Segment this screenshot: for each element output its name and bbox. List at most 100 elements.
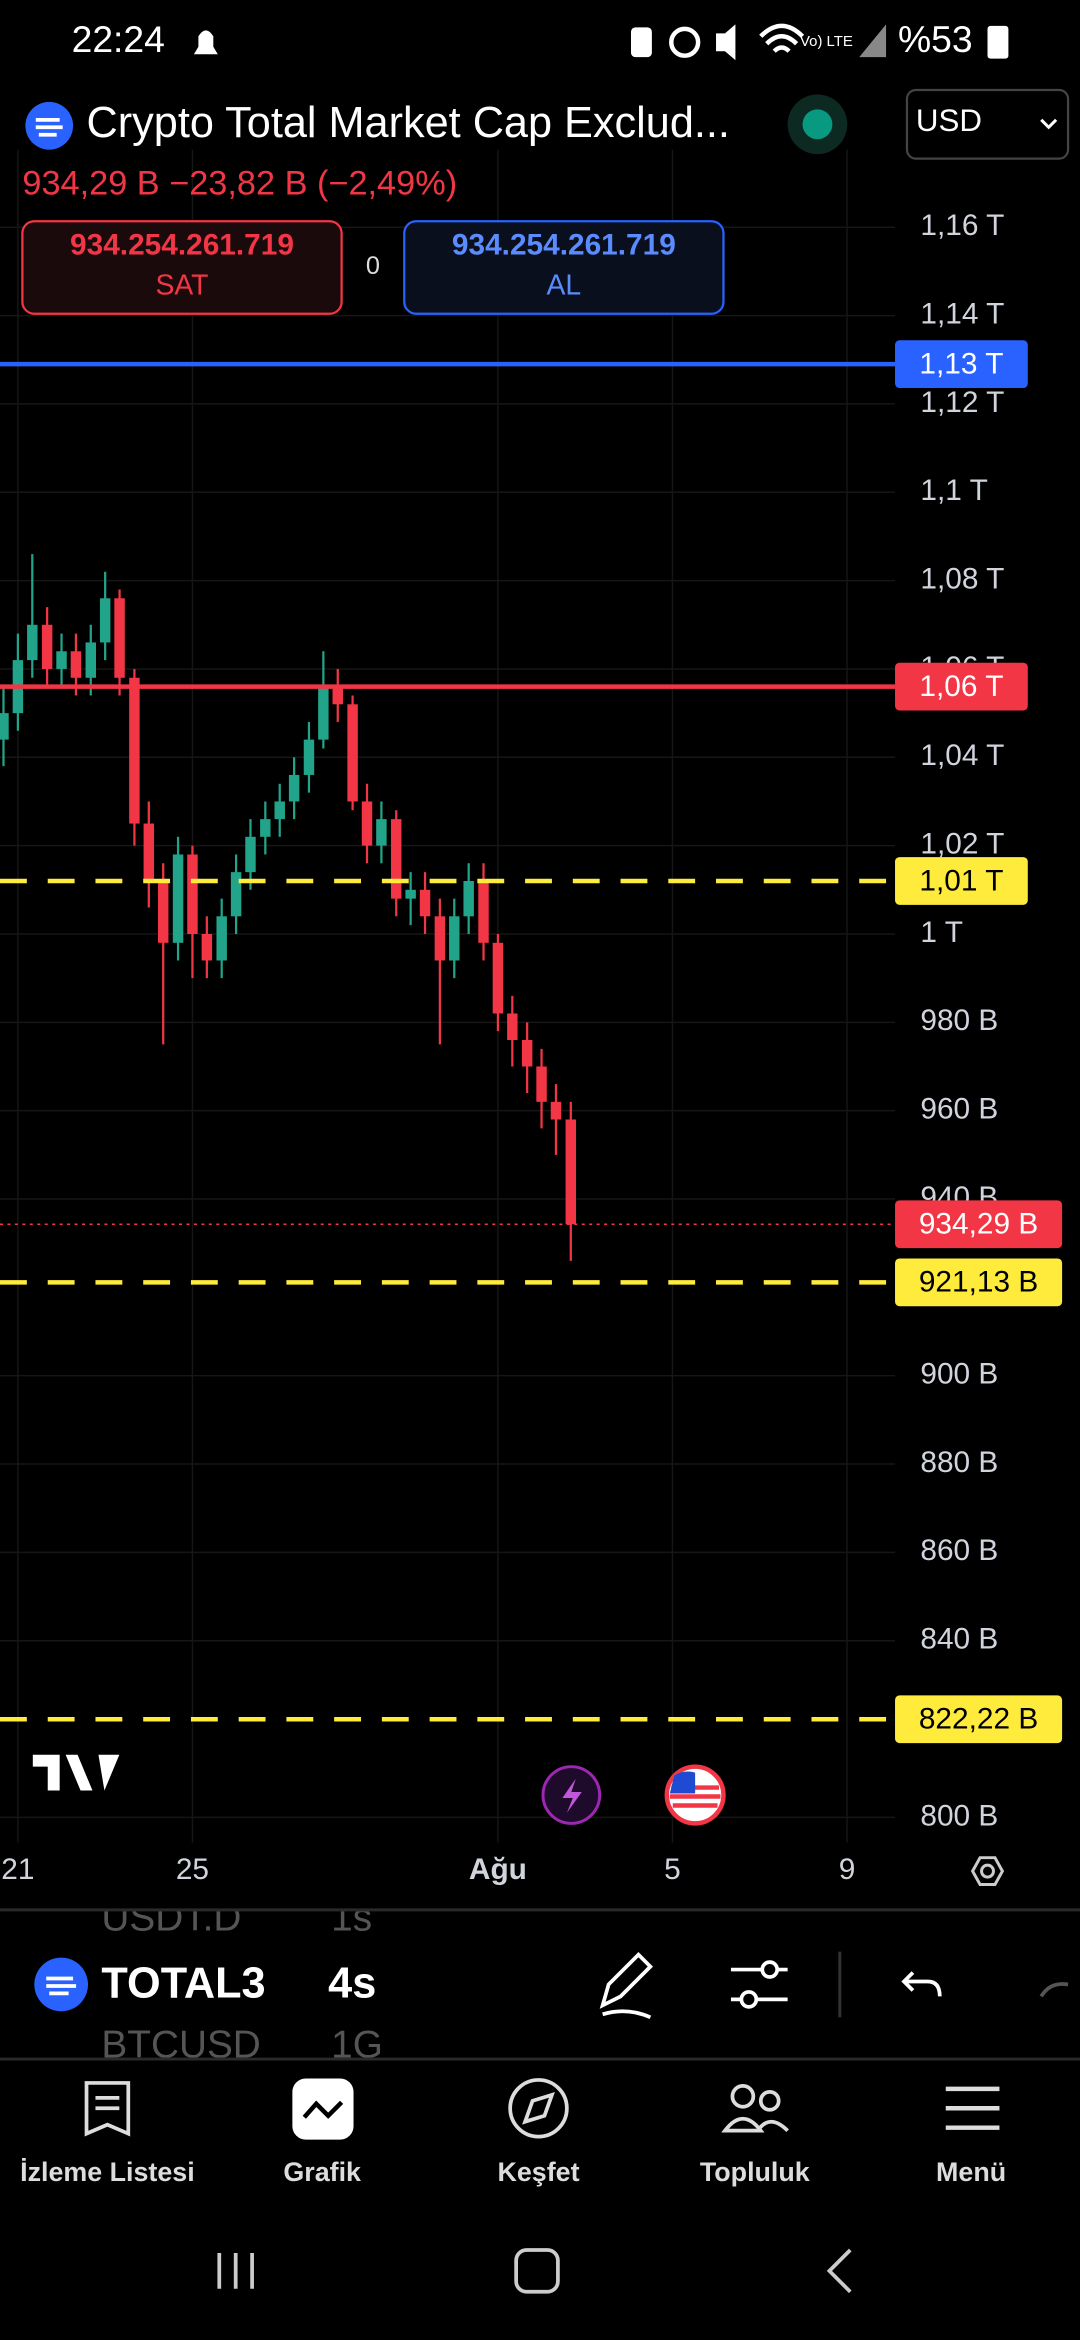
buy-button[interactable] <box>403 220 725 315</box>
watchlist-icon[interactable] <box>84 2081 131 2137</box>
sell-button[interactable] <box>21 220 343 315</box>
candle-layer <box>0 554 577 1261</box>
flag-canton <box>669 1771 696 1794</box>
candle-body <box>303 739 315 775</box>
price-badge <box>895 857 1028 905</box>
y-tick-label: 800 B <box>920 1799 998 1832</box>
price-badge <box>895 340 1028 389</box>
y-tick-label: 900 B <box>920 1358 998 1391</box>
x-tick-label: Ağu <box>469 1853 527 1886</box>
nav-label[interactable]: İzleme Listesi <box>20 2157 195 2187</box>
y-tick-label: 1,1 T <box>920 474 987 507</box>
price-change: 934,29 B −23,82 B (−2,49%) <box>22 165 457 203</box>
next-symbol: BTCUSD <box>101 2023 260 2066</box>
price-badge-label: 921,13 B <box>919 1266 1038 1299</box>
candle-body <box>201 933 213 961</box>
next-interval: 1G <box>331 2023 383 2066</box>
undo-button[interactable] <box>901 1971 942 1997</box>
candle-body <box>463 880 474 917</box>
candle-body <box>478 880 489 943</box>
y-tick-label: 840 B <box>920 1623 998 1656</box>
draw-tool[interactable] <box>599 1952 654 2020</box>
recents-button[interactable] <box>217 2252 254 2289</box>
candle-body <box>449 916 460 961</box>
price-badge-label: 1,13 T <box>919 348 1003 381</box>
chevron <box>1040 118 1058 130</box>
candle-body <box>41 624 53 669</box>
candle-body <box>419 889 431 917</box>
nav-label[interactable]: Keşfet <box>497 2157 579 2187</box>
x-tick-label: 5 <box>664 1853 681 1886</box>
status-time: 22:24 <box>72 18 165 60</box>
candle-body <box>99 598 111 643</box>
x-tick-label: 25 <box>176 1853 209 1886</box>
candle-body <box>85 642 96 678</box>
battery-icon <box>987 25 1009 59</box>
settings-icon[interactable] <box>970 1856 1005 1887</box>
buy-price: 934.254.261.719 <box>452 229 676 262</box>
quantity: 0 <box>366 252 380 280</box>
price-badge-label: 1,06 T <box>919 670 1003 703</box>
y-tick-label: 1,16 T <box>920 209 1004 242</box>
settings-icon-center <box>980 1863 995 1879</box>
symbol-title[interactable]: Crypto Total Market Cap Exclud... <box>87 99 730 147</box>
candle-body <box>405 889 416 899</box>
price-badge <box>895 662 1028 711</box>
candle-body <box>70 651 82 678</box>
grid-layer <box>0 149 896 1843</box>
level-layer: 1,13 T 1,06 T 1,01 T 934,29 B 921,13 B 822,22… <box>0 340 1063 1744</box>
currency-select[interactable] <box>905 88 1070 160</box>
y-tick-label: 1,02 T <box>920 828 1004 861</box>
candle-body <box>391 819 402 899</box>
nav-label[interactable]: Menü <box>936 2157 1006 2187</box>
y-tick-label: 960 B <box>920 1093 998 1126</box>
symbol-picker[interactable]: USDT.D 1s BTCUSD 1G <box>101 1897 382 2067</box>
nav-labels: İzleme Listesi Grafik Keşfet Topluluk Menü <box>20 2157 1006 2187</box>
candle-body <box>565 1119 577 1225</box>
candle-body <box>245 836 256 873</box>
currency-label: USD <box>916 103 982 138</box>
y-tick-label: 1,04 T <box>920 739 1004 772</box>
candle-body <box>347 704 358 802</box>
explore-icon[interactable] <box>508 2078 569 2139</box>
mute-icon <box>716 24 736 61</box>
home-button[interactable] <box>514 2248 560 2294</box>
lightning-icon <box>562 1778 582 1813</box>
candle-body <box>288 774 300 802</box>
menu-icon[interactable] <box>945 2086 1000 2130</box>
y-tick-label: 880 B <box>920 1446 998 1479</box>
x-tick-label: 21 <box>1 1853 34 1886</box>
y-tick-label: 1,08 T <box>920 562 1004 595</box>
candle-body <box>56 651 67 669</box>
price-badge <box>895 1258 1063 1307</box>
sell-price: 934.254.261.719 <box>70 229 294 262</box>
price-badge-label: 1,01 T <box>919 864 1003 897</box>
axis-layer: 1,16 T 1,14 T 1,12 T 1,1 T 1,08 T 1,06 T 1,04 … <box>1 209 1004 1886</box>
y-tick-label: 860 B <box>920 1534 998 1567</box>
candle-body <box>332 686 343 705</box>
back-button[interactable] <box>826 2248 852 2294</box>
buy-label: AL <box>547 269 582 301</box>
nav-label[interactable]: Grafik <box>283 2157 361 2187</box>
community-icon[interactable] <box>730 2084 756 2109</box>
toolbar-interval[interactable]: 4s <box>328 1959 376 2007</box>
candle-body <box>114 598 125 678</box>
candle-body <box>187 854 198 934</box>
nav-label[interactable]: Topluluk <box>700 2157 810 2187</box>
y-tick-label: 1,12 T <box>920 386 1004 419</box>
redo-button[interactable] <box>1039 1982 1069 1998</box>
candle-body <box>536 1066 547 1102</box>
prev-interval: 1s <box>331 1897 372 1940</box>
candle-body <box>0 713 9 740</box>
candle-body <box>274 801 285 820</box>
prev-symbol: USDT.D <box>101 1897 241 1940</box>
candle-body <box>129 677 140 824</box>
toolbar-symbol[interactable]: TOTAL3 <box>101 1959 265 2007</box>
lte-icon: Vo) LTE <box>800 34 853 50</box>
alarm-icon <box>669 26 701 58</box>
market-status-dot <box>802 109 833 140</box>
candle-body <box>521 1039 533 1067</box>
